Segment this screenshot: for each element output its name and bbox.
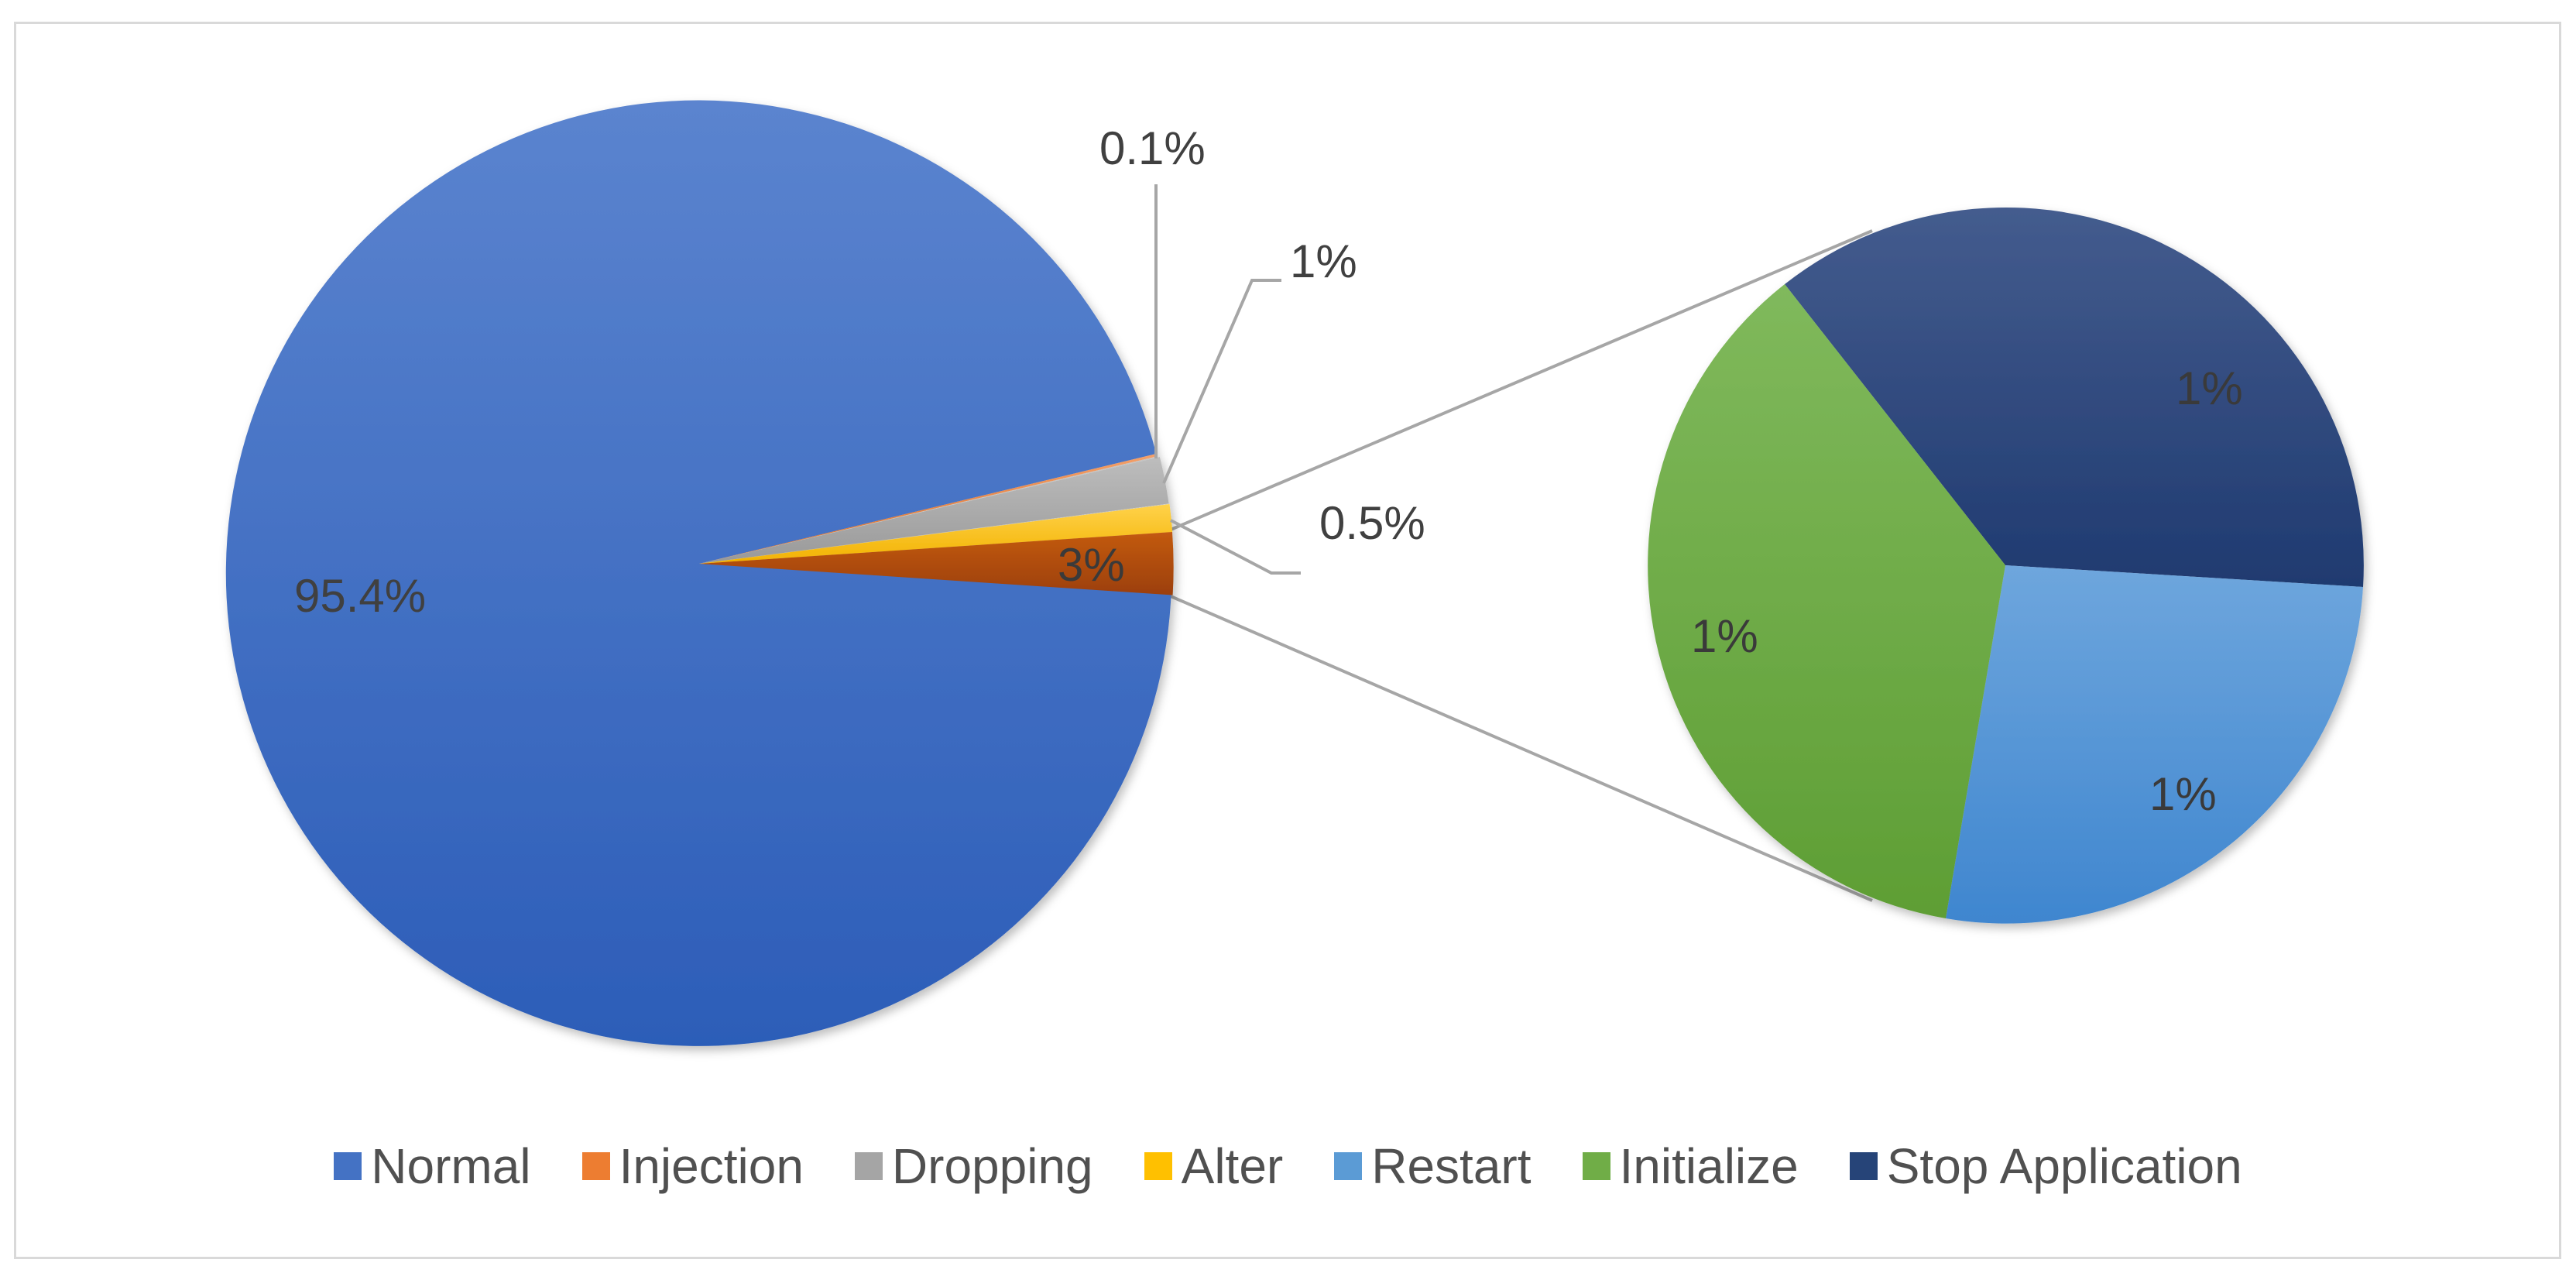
legend-swatch-alter (1144, 1152, 1172, 1180)
connector-line-top (1170, 229, 1873, 531)
legend-label-dropping: Dropping (891, 1138, 1093, 1194)
legend-item-initialize: Initialize (1582, 1138, 1799, 1195)
label-restart: 1% (2149, 768, 2217, 820)
legend-label-initialize: Initialize (1619, 1138, 1799, 1194)
pie-slice-injection (699, 453, 1158, 564)
label-dropping: 1% (1290, 235, 1357, 287)
pie-slice-dropping (699, 457, 1169, 564)
label-stop-application: 1% (2176, 362, 2243, 414)
legend-label-alter: Alter (1181, 1138, 1284, 1194)
legend-label-normal: Normal (371, 1138, 531, 1194)
legend-swatch-dropping (854, 1152, 883, 1180)
label-alter: 0.5% (1319, 497, 1425, 549)
legend-item-injection: Injection (581, 1138, 804, 1195)
legend-item-restart: Restart (1334, 1138, 1532, 1195)
legend-swatch-initialize (1582, 1152, 1610, 1180)
pie-slice-stop-application (1785, 207, 2364, 587)
label-initialize: 1% (1691, 610, 1758, 662)
legend-label-stop-application: Stop Application (1886, 1138, 2242, 1194)
pie-slice-restart (1946, 565, 2363, 924)
pie-slice-normal (225, 100, 1171, 1046)
legend-swatch-normal (334, 1152, 362, 1180)
label-other: 3% (1058, 539, 1125, 591)
legend-item-dropping: Dropping (854, 1138, 1093, 1195)
label-normal: 95.4% (294, 570, 426, 622)
legend-swatch-stop-application (1849, 1152, 1878, 1180)
legend-item-normal: Normal (334, 1138, 531, 1195)
legend-label-restart: Restart (1371, 1138, 1532, 1194)
pie-slice-other (699, 532, 1174, 595)
label-injection: 0.1% (1099, 122, 1206, 174)
legend-swatch-restart (1334, 1152, 1363, 1180)
legend-item-stop-application: Stop Application (1849, 1138, 2242, 1195)
leader-line-alter (1170, 519, 1301, 575)
legend: Normal Injection Dropping Alter Restart … (0, 1135, 2576, 1197)
legend-label-injection: Injection (619, 1138, 804, 1194)
connector-line-bottom (1170, 595, 1873, 902)
pie-slice-alter (699, 504, 1173, 564)
legend-item-alter: Alter (1144, 1138, 1284, 1195)
pie-slice-initialize (1648, 284, 2005, 918)
legend-swatch-injection (581, 1152, 610, 1180)
leader-line-dropping (1162, 279, 1281, 484)
